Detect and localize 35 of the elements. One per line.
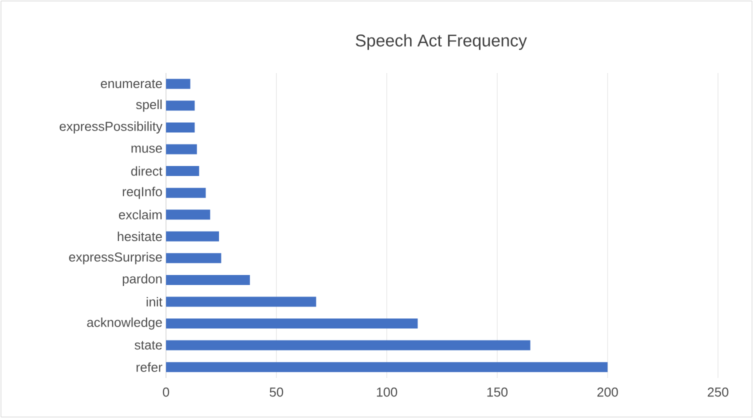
bar — [166, 253, 222, 264]
y-tick-label: acknowledge — [87, 317, 162, 330]
x-tick-label: 100 — [376, 388, 398, 397]
bar — [166, 362, 608, 372]
y-tick-label: direct — [131, 166, 162, 176]
bar — [166, 274, 250, 285]
bar — [166, 340, 530, 350]
y-tick-label: exclaim — [118, 210, 162, 220]
x-tick-label: 0 — [162, 388, 170, 397]
y-tick-label: muse — [132, 146, 162, 153]
y-tick-label: spell — [136, 100, 162, 112]
x-tick-label: 250 — [708, 388, 728, 397]
bar — [166, 318, 418, 329]
x-tick-label: 150 — [487, 388, 508, 397]
bar — [166, 144, 197, 154]
y-tick-label: state — [134, 341, 162, 350]
bar — [166, 210, 210, 220]
y-tick-label: init — [146, 296, 162, 306]
y-tick-label: reqInfo — [122, 186, 162, 199]
y-tick-label: enumerate — [100, 80, 162, 88]
bar — [166, 122, 195, 132]
x-tick-label: 200 — [597, 388, 618, 397]
y-tick-label: refer — [136, 362, 162, 372]
bar — [166, 100, 195, 111]
chart-title: Speech Act Frequency — [356, 34, 527, 50]
bar — [166, 188, 206, 198]
bar — [166, 231, 219, 242]
y-tick-label: expressSurprise — [69, 252, 162, 264]
x-tick-label: 50 — [270, 388, 284, 397]
bar — [166, 296, 316, 307]
y-tick-label: pardon — [122, 274, 162, 286]
bar — [166, 78, 190, 89]
y-tick-label: expressPossibility — [60, 121, 162, 134]
y-tick-label: hesitate — [118, 232, 162, 242]
bar — [166, 166, 200, 176]
